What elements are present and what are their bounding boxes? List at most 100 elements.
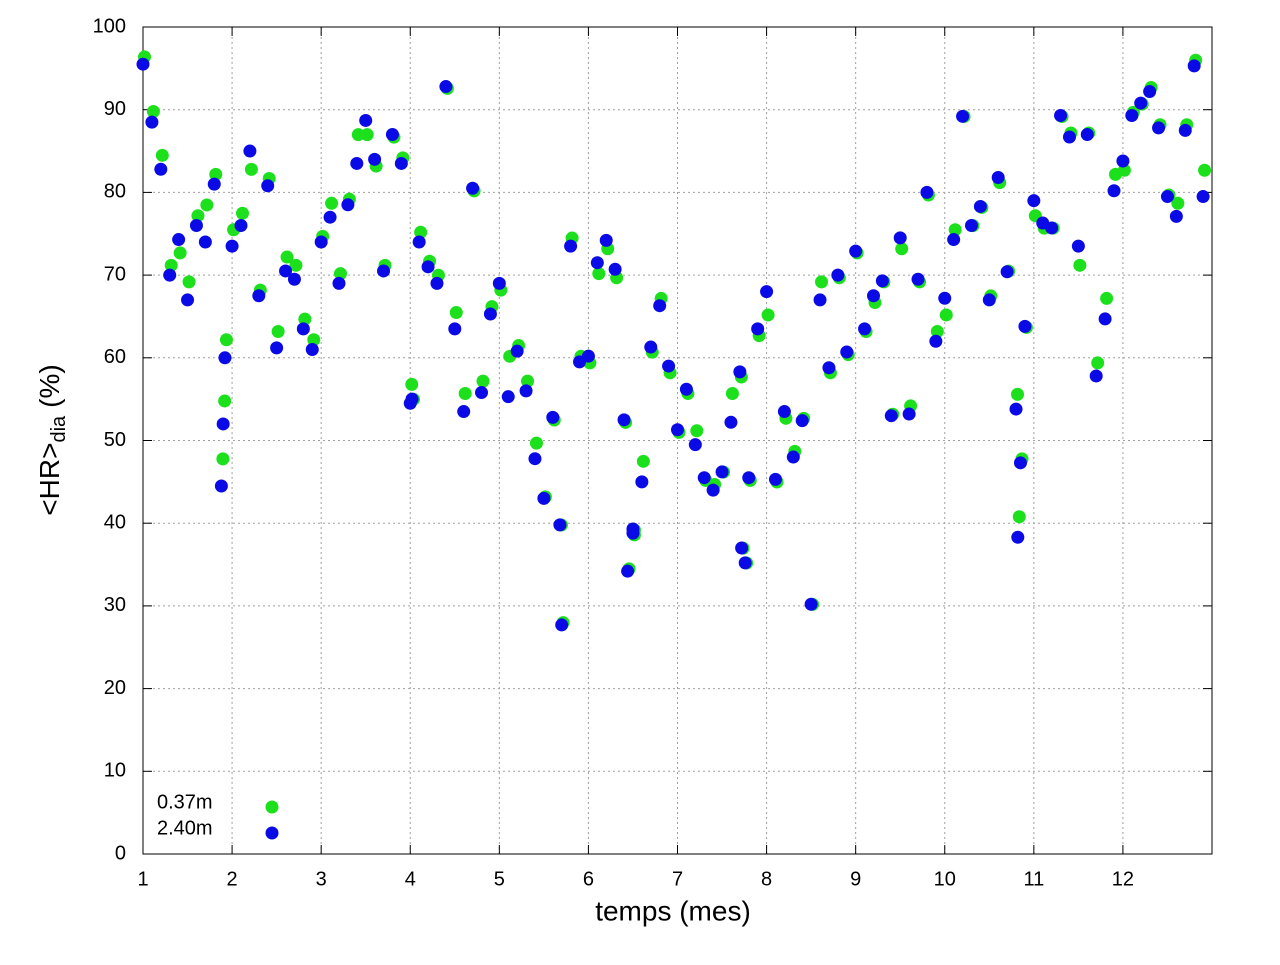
point <box>181 293 195 307</box>
x-tick-label: 9 <box>850 868 861 890</box>
point <box>822 361 836 375</box>
y-tick-label: 20 <box>104 677 126 699</box>
point <box>351 128 365 142</box>
point <box>243 144 257 158</box>
y-tick-label: 40 <box>104 511 126 533</box>
point <box>599 233 613 247</box>
point <box>581 349 595 363</box>
point <box>405 377 419 391</box>
x-tick-label: 6 <box>583 868 594 890</box>
point <box>298 312 312 326</box>
point <box>964 218 978 232</box>
y-label-main: <HR> <box>34 443 65 516</box>
point <box>457 405 471 419</box>
point <box>1152 121 1166 135</box>
point <box>368 152 382 166</box>
x-tick-label: 8 <box>761 868 772 890</box>
point <box>155 148 169 162</box>
point <box>145 115 159 129</box>
x-axis-label: temps (mes) <box>595 895 751 926</box>
point <box>911 272 925 286</box>
y-label-sub: dia <box>48 415 70 443</box>
x-tick-label: 4 <box>405 868 416 890</box>
point <box>1000 265 1014 279</box>
point <box>235 206 249 220</box>
point <box>261 179 275 193</box>
point <box>697 471 711 485</box>
point <box>207 177 221 191</box>
point <box>866 289 880 303</box>
point <box>439 80 453 94</box>
x-tick-label: 7 <box>672 868 683 890</box>
point <box>1100 291 1114 305</box>
point <box>895 242 909 256</box>
point <box>948 223 962 237</box>
point <box>930 324 944 338</box>
point <box>216 417 230 431</box>
point <box>1054 108 1068 122</box>
point <box>296 322 310 336</box>
point <box>307 333 321 347</box>
point <box>412 235 426 249</box>
point <box>679 382 693 396</box>
point <box>725 387 739 401</box>
point <box>244 162 258 176</box>
point <box>991 171 1005 185</box>
point <box>849 244 863 258</box>
point <box>1116 154 1130 168</box>
point <box>1011 387 1025 401</box>
point <box>751 322 765 336</box>
point <box>690 424 704 438</box>
point <box>938 291 952 305</box>
point <box>626 522 640 536</box>
point <box>956 109 970 123</box>
point <box>333 267 347 281</box>
point <box>742 471 756 485</box>
x-tick-label: 12 <box>1112 868 1134 890</box>
point <box>636 454 650 468</box>
point <box>325 196 339 210</box>
y-tick-label: 70 <box>104 263 126 285</box>
legend-marker <box>265 800 279 814</box>
point <box>706 483 720 497</box>
point <box>621 564 635 578</box>
point <box>902 407 916 421</box>
point <box>688 438 702 452</box>
point <box>635 475 649 489</box>
x-tick-label: 1 <box>137 868 148 890</box>
point <box>191 209 205 223</box>
point <box>163 268 177 282</box>
point <box>1134 96 1148 110</box>
point <box>858 322 872 336</box>
point <box>1178 123 1192 137</box>
point <box>786 450 800 464</box>
point <box>735 541 749 555</box>
point <box>804 597 818 611</box>
point <box>449 305 463 319</box>
point <box>271 324 285 338</box>
point <box>815 275 829 289</box>
point <box>715 465 729 479</box>
point <box>200 198 214 212</box>
x-tick-label: 5 <box>494 868 505 890</box>
point <box>1187 59 1201 73</box>
point <box>795 414 809 428</box>
point <box>760 285 774 299</box>
point <box>1198 163 1212 177</box>
point <box>252 289 266 303</box>
point <box>662 359 676 373</box>
point <box>671 423 684 437</box>
point <box>430 276 444 290</box>
point <box>394 156 408 170</box>
point <box>270 341 284 355</box>
legend-label: 2.40m <box>157 817 213 839</box>
point <box>280 250 294 264</box>
point <box>1027 194 1041 208</box>
point <box>813 293 827 307</box>
y-tick-label: 60 <box>104 346 126 368</box>
point <box>360 128 374 142</box>
point <box>529 436 543 450</box>
point <box>1071 239 1085 253</box>
point <box>385 128 399 142</box>
